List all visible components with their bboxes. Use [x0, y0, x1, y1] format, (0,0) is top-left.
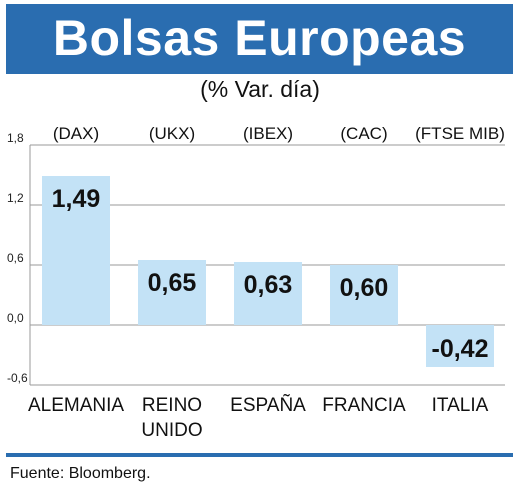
index-label: (UKX) [149, 124, 195, 143]
y-tick-label: 0,6 [7, 251, 24, 265]
y-tick-label: -0,6 [7, 371, 28, 385]
index-label: (CAC) [340, 124, 387, 143]
chart-subtitle: (% Var. día) [200, 76, 320, 102]
bar [138, 260, 206, 325]
data-label: 0,65 [148, 269, 197, 297]
bar [234, 262, 302, 325]
x-tick-label: FRANCIA [322, 395, 406, 416]
x-tick-label: ESPAÑA [230, 394, 306, 416]
y-tick-label: 1,2 [7, 191, 24, 205]
bar [330, 265, 398, 325]
y-tick-label: 0,0 [7, 311, 24, 325]
x-tick-label: ITALIA [432, 395, 489, 416]
data-label: 0,63 [244, 271, 293, 299]
data-label: -0,42 [432, 335, 489, 363]
x-tick-label: UNIDO [141, 420, 202, 441]
x-tick-label: REINO [142, 395, 202, 416]
source-note: Fuente: Bloomberg. [10, 465, 151, 482]
title-banner [6, 4, 513, 74]
chart-title: Bolsas Europeas [52, 10, 467, 66]
index-label: (IBEX) [243, 124, 293, 143]
bottom-divider [6, 453, 513, 457]
x-tick-label: ALEMANIA [28, 395, 124, 416]
bar [42, 176, 110, 325]
index-label: (DAX) [53, 124, 99, 143]
bar [426, 325, 494, 367]
y-tick-label: 1,8 [7, 131, 24, 145]
index-label: (FTSE MIB) [415, 124, 505, 143]
data-label: 0,60 [340, 274, 389, 302]
data-label: 1,49 [52, 185, 101, 213]
